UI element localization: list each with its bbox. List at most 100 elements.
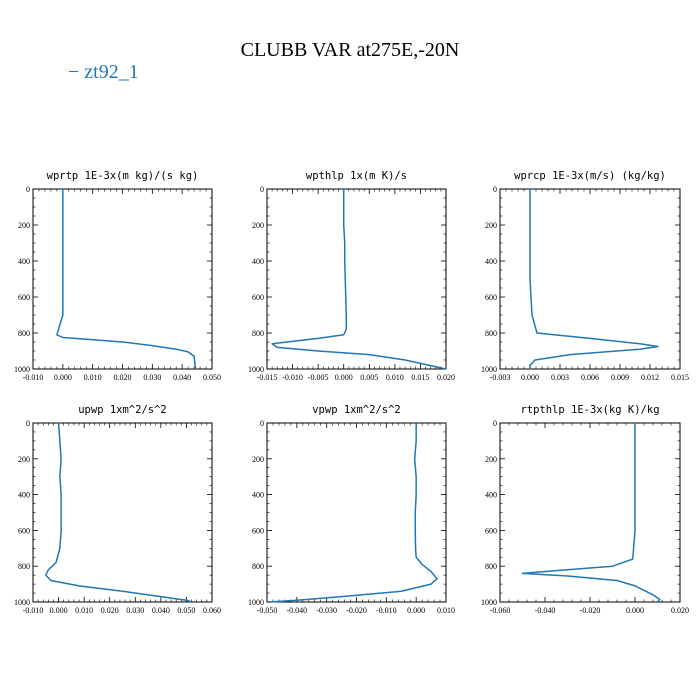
- series-line: [56, 189, 197, 370]
- figure-title: CLUBB VAR at275E,-20N: [241, 39, 460, 61]
- y-tick-label: 600: [485, 293, 497, 302]
- panel-4: upwp 1xm^2/s^2 -0.010 0.000 0.010 0.020 0.030…: [14, 404, 221, 615]
- panel-title: wprtp 1E-3x(m kg)/(s kg): [47, 170, 199, 182]
- panel-1: wprtp 1E-3x(m kg)/(s kg) -0.010 0.000 0.010…: [14, 170, 221, 382]
- x-tick-label: 0.003: [551, 373, 569, 382]
- panel-title: upwp 1xm^2/s^2: [78, 404, 167, 416]
- x-tick-label: 0.010: [386, 373, 404, 382]
- x-tick-label: -0.010: [23, 373, 44, 382]
- series-line: [269, 423, 438, 603]
- y-tick-label: 200: [18, 221, 30, 230]
- panel-title: rtpthlp 1E-3x(kg K)/kg: [520, 404, 659, 416]
- panel-title: wprcp 1E-3x(m/s) (kg/kg): [514, 170, 666, 182]
- y-tick-label: 400: [18, 257, 30, 266]
- x-tick-label: -0.020: [580, 606, 601, 615]
- y-tick-label: 0: [493, 185, 497, 194]
- panel-title: wpthlp 1x(m K)/s: [306, 170, 407, 182]
- x-tick-label: 0.020: [671, 606, 689, 615]
- panel-6: rtpthlp 1E-3x(kg K)/kg -0.060 -0.040 -0.020…: [481, 404, 689, 615]
- y-tick-label: 200: [485, 221, 497, 230]
- plot-frame: [499, 422, 681, 603]
- x-tick-label: -0.050: [257, 606, 278, 615]
- legend-label: zt92_1: [84, 61, 138, 83]
- x-tick-label: -0.040: [535, 606, 556, 615]
- x-tick-label: -0.003: [490, 373, 511, 382]
- x-tick-label: 0.000: [521, 373, 539, 382]
- y-tick-label: 800: [485, 329, 497, 338]
- y-tick-label: 800: [252, 329, 264, 338]
- y-tick-label: 200: [252, 221, 264, 230]
- y-tick-label: 0: [493, 419, 497, 428]
- y-tick-label: 400: [252, 257, 264, 266]
- x-tick-label: 0.040: [152, 606, 170, 615]
- y-tick-label: 600: [18, 293, 30, 302]
- y-tick-label: 400: [18, 491, 30, 500]
- x-tick-label: -0.060: [490, 606, 511, 615]
- y-tick-label: 600: [252, 526, 264, 535]
- y-tick-label: 800: [485, 562, 497, 571]
- x-tick-label: -0.040: [286, 606, 307, 615]
- y-tick-label: 1000: [248, 365, 264, 374]
- x-tick-label: 0.060: [203, 606, 221, 615]
- x-tick-label: -0.015: [257, 373, 278, 382]
- y-tick-label: 0: [260, 419, 264, 428]
- x-tick-label: 0.010: [75, 606, 93, 615]
- legend-line-glyph: −: [68, 61, 84, 83]
- y-tick-label: 0: [26, 419, 30, 428]
- y-tick-label: 1000: [14, 365, 30, 374]
- y-tick-label: 1000: [14, 598, 30, 607]
- x-tick-label: 0.000: [54, 373, 72, 382]
- y-tick-label: 200: [252, 455, 264, 464]
- x-tick-label: 0.020: [437, 373, 455, 382]
- x-tick-label: 0.040: [173, 373, 191, 382]
- x-tick-label: -0.010: [282, 373, 303, 382]
- x-tick-label: 0.030: [143, 373, 161, 382]
- panel-title: vpwp 1xm^2/s^2: [312, 404, 401, 416]
- panel-2: wpthlp 1x(m K)/s -0.015 -0.010 -0.005 0.000 0…: [248, 170, 455, 382]
- x-tick-label: -0.010: [23, 606, 44, 615]
- x-tick-label: 0.000: [50, 606, 68, 615]
- legend-entry: − zt92_1: [68, 61, 139, 83]
- x-tick-label: 0.005: [360, 373, 378, 382]
- y-tick-label: 600: [252, 293, 264, 302]
- y-tick-label: 1000: [248, 598, 264, 607]
- series-line: [45, 422, 192, 603]
- legend: − zt92_1: [68, 61, 139, 83]
- x-tick-label: -0.010: [376, 606, 397, 615]
- y-tick-label: 400: [485, 491, 497, 500]
- y-tick-label: 0: [260, 185, 264, 194]
- y-tick-label: 600: [18, 526, 30, 535]
- x-tick-label: 0.010: [84, 373, 102, 382]
- y-tick-label: 1000: [481, 365, 497, 374]
- y-tick-label: 800: [18, 329, 30, 338]
- x-tick-label: 0.010: [437, 606, 455, 615]
- plot-frame: [499, 188, 681, 370]
- x-tick-label: 0.009: [611, 373, 629, 382]
- x-tick-label: 0.020: [101, 606, 119, 615]
- y-tick-label: 0: [26, 185, 30, 194]
- x-tick-label: -0.020: [346, 606, 367, 615]
- x-tick-label: 0.015: [411, 373, 429, 382]
- series-line: [521, 423, 661, 603]
- y-tick-label: 200: [18, 455, 30, 464]
- x-tick-label: 0.020: [114, 373, 132, 382]
- x-tick-label: 0.015: [671, 373, 689, 382]
- x-tick-label: -0.005: [308, 373, 329, 382]
- y-tick-label: 200: [485, 455, 497, 464]
- panel-5: vpwp 1xm^2/s^2 -0.050 -0.040 -0.030 -0.020 -0…: [248, 404, 455, 615]
- x-tick-label: 0.050: [177, 606, 195, 615]
- y-tick-label: 400: [485, 257, 497, 266]
- x-tick-label: 0.050: [203, 373, 221, 382]
- y-tick-label: 400: [252, 491, 264, 500]
- y-tick-label: 800: [18, 562, 30, 571]
- panels: wprtp 1E-3x(m kg)/(s kg) -0.010 0.000 0.010…: [14, 170, 689, 615]
- y-tick-label: 600: [485, 526, 497, 535]
- series-line: [271, 189, 447, 370]
- x-tick-label: -0.030: [316, 606, 337, 615]
- x-tick-label: 0.000: [626, 606, 644, 615]
- x-tick-label: 0.000: [335, 373, 353, 382]
- series-line: [529, 189, 659, 369]
- x-tick-label: 0.030: [126, 606, 144, 615]
- y-tick-label: 800: [252, 562, 264, 571]
